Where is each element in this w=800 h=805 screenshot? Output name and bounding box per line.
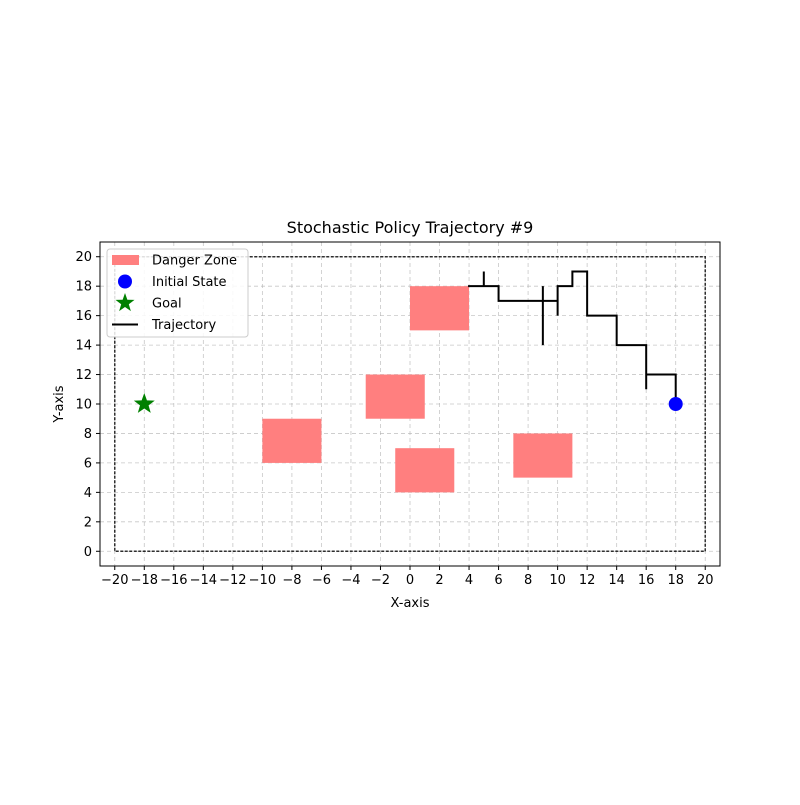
chart-title: Stochastic Policy Trajectory #9 — [287, 218, 534, 237]
x-tick-label: 2 — [435, 573, 443, 588]
legend-goal-swatch — [115, 293, 135, 312]
x-tick-label: 6 — [494, 573, 502, 588]
x-tick-label: −2 — [371, 573, 390, 588]
y-tick-label: 12 — [75, 368, 92, 383]
goal-marker — [133, 393, 155, 413]
x-tick-label: −4 — [341, 573, 360, 588]
x-tick-label: −8 — [282, 573, 301, 588]
y-tick-label: 10 — [75, 398, 92, 413]
legend-label: Danger Zone — [152, 254, 237, 269]
y-tick-label: 18 — [75, 280, 92, 295]
environment-boundary — [114, 255, 706, 553]
x-tick-label: 18 — [667, 573, 684, 588]
x-tick-label: −6 — [312, 573, 331, 588]
y-tick-label: 6 — [84, 456, 92, 471]
x-tick-label: 4 — [465, 573, 473, 588]
markers-layer — [133, 393, 683, 413]
danger-zone — [410, 286, 470, 331]
x-tick-label: −10 — [249, 573, 276, 588]
x-axis-label: X-axis — [391, 596, 430, 611]
legend-label: Goal — [152, 297, 182, 312]
x-tick-label: −20 — [101, 573, 128, 588]
danger-zone — [513, 433, 573, 478]
x-tick-label: 16 — [638, 573, 655, 588]
danger-zone — [395, 448, 455, 493]
boundary-layer — [114, 255, 706, 553]
danger-zones-layer — [262, 286, 573, 493]
y-tick-label: 2 — [84, 515, 92, 530]
danger-zone — [262, 418, 322, 463]
trajectory-line — [468, 270, 677, 405]
legend-label: Initial State — [152, 275, 227, 290]
legend-box — [106, 248, 249, 338]
y-tick-label: 4 — [84, 486, 92, 501]
legend: Danger Zone Initial State Goal Trajectory — [106, 248, 249, 338]
x-tick-label: −14 — [190, 573, 217, 588]
x-tick-label: 8 — [524, 573, 532, 588]
x-tick-label: −12 — [219, 573, 246, 588]
x-tick-label: 12 — [579, 573, 596, 588]
x-tick-label: 14 — [608, 573, 625, 588]
y-axis-label: Y-axis — [52, 385, 67, 423]
x-tick-label: 0 — [406, 573, 414, 588]
x-tick-label: 20 — [697, 573, 714, 588]
initial-state-marker — [668, 397, 683, 411]
y-tick-label: 0 — [84, 545, 92, 560]
x-tick-label: 10 — [549, 573, 566, 588]
ticks-layer: −20 −18 −16 −14 −12 −10 −8 −6 −4 −2 0 2 4 6 8 10 12 14 16 1… — [75, 250, 713, 588]
y-tick-label: 20 — [75, 250, 92, 265]
y-tick-label: 14 — [75, 339, 92, 354]
x-tick-label: −16 — [160, 573, 187, 588]
x-tick-label: −18 — [131, 573, 158, 588]
danger-zone — [365, 374, 425, 419]
legend-initial-swatch — [118, 274, 132, 289]
legend-label: Trajectory — [151, 318, 216, 333]
y-tick-label: 8 — [84, 427, 92, 442]
legend-danger-swatch — [112, 255, 139, 265]
y-tick-label: 16 — [75, 309, 92, 324]
trajectory-layer — [468, 270, 677, 405]
